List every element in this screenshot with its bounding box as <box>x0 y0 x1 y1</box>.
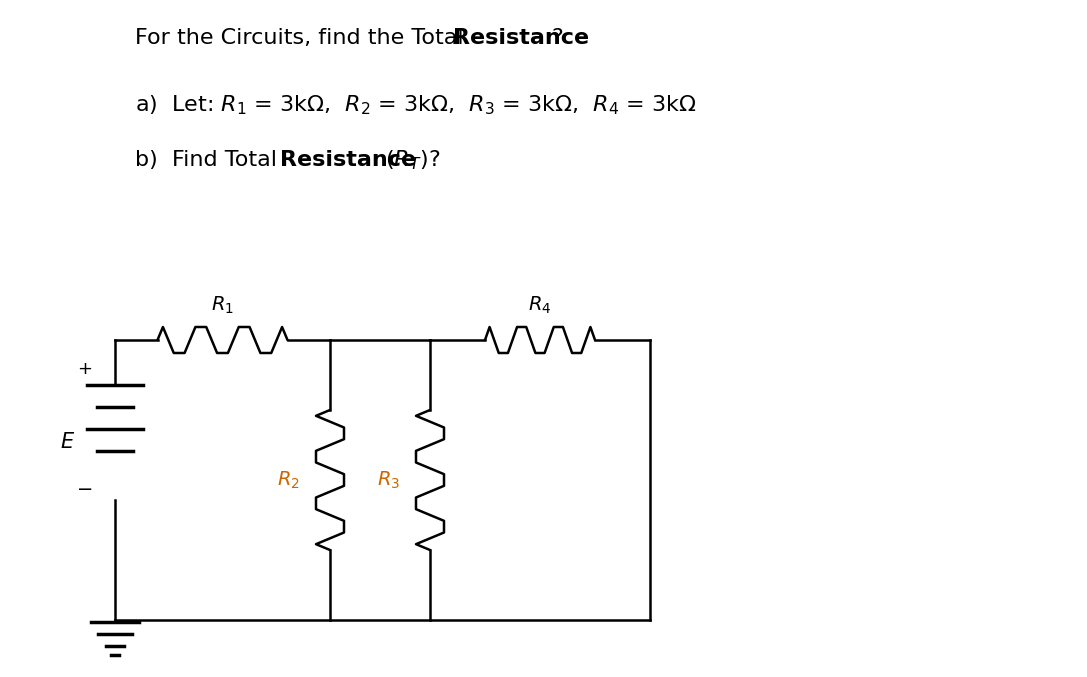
Text: $(R_T)$?: $(R_T)$? <box>378 148 440 172</box>
Text: $R_4$: $R_4$ <box>528 294 552 315</box>
Text: +: + <box>77 360 92 378</box>
Text: $R_1$: $R_1$ <box>211 294 234 315</box>
Text: E: E <box>61 433 74 452</box>
Text: Resistance: Resistance <box>453 28 589 48</box>
Text: For the Circuits, find the Total: For the Circuits, find the Total <box>135 28 471 48</box>
Text: $R_2$: $R_2$ <box>277 469 300 491</box>
Text: ?: ? <box>551 28 563 48</box>
Text: −: − <box>77 481 93 500</box>
Text: Resistance: Resistance <box>280 150 416 170</box>
Text: a)  Let: $R_1$ = 3kΩ,  $R_2$ = 3kΩ,  $R_3$ = 3kΩ,  $R_4$ = 3kΩ: a) Let: $R_1$ = 3kΩ, $R_2$ = 3kΩ, $R_3$ … <box>135 93 697 117</box>
Text: $R_3$: $R_3$ <box>377 469 400 491</box>
Text: b)  Find Total: b) Find Total <box>135 150 284 170</box>
